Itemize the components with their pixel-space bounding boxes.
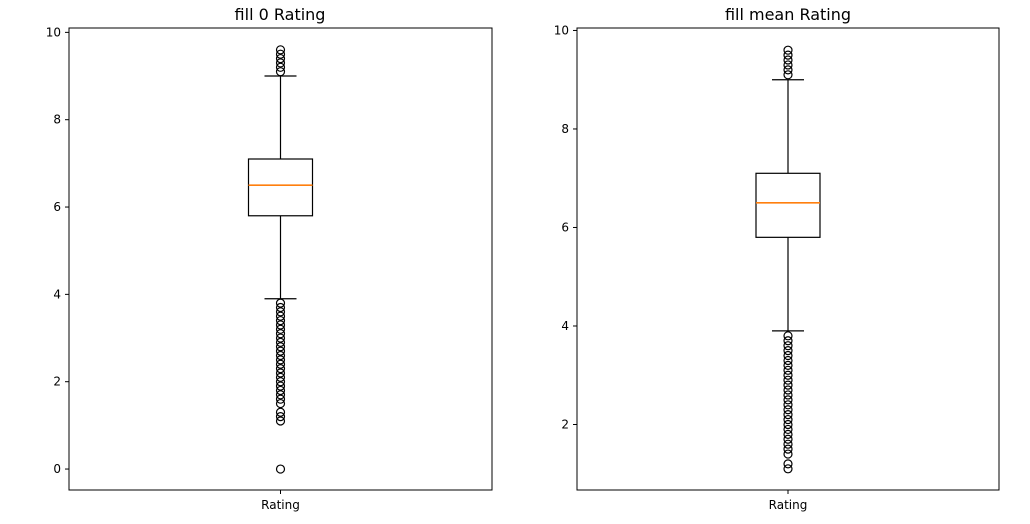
outlier-point [275,302,286,313]
y-tick-label: 10 [554,23,569,37]
outlier-point [275,298,286,308]
outlier-point [275,311,286,321]
y-tick-label: 2 [561,417,569,431]
outlier-point [275,416,286,426]
iqr-box [247,158,314,217]
y-tick-label: 8 [561,122,569,136]
outlier-point [783,459,793,469]
outlier-point [275,315,286,326]
outlier-point [275,333,286,343]
outlier-point [275,53,286,64]
outlier-point [275,377,286,387]
x-tick-label: Rating [769,498,808,512]
outlier-point [783,424,793,435]
outlier-point [783,365,793,375]
x-axis: Rating [769,490,808,512]
outlier-point [783,370,793,380]
outlier-point [783,385,793,395]
outlier-point [783,395,793,405]
outlier-point [783,350,793,361]
outlier-point [275,390,286,400]
outlier-point [783,60,793,70]
outlier-point [275,364,286,374]
y-tick-label: 4 [53,287,61,301]
y-tick-label: 4 [561,319,569,333]
outlier-point [783,419,793,430]
chart-title: fill 0 Rating [235,5,326,24]
boxplot-panel-fill-zero: fill 0 Rating 0 2 4 6 8 10 Rating [46,5,493,512]
outlier-point [783,360,793,370]
outlier-point [783,375,793,385]
outlier-point [783,410,793,420]
y-tick-label: 6 [561,220,569,234]
outlier-point [275,372,286,382]
outlier-point [783,355,793,366]
outlier-point [783,346,793,356]
outlier-point [783,390,793,400]
outlier-point [275,67,286,77]
outlier-point [783,65,793,75]
iqr-box [755,172,821,238]
y-tick-label: 6 [53,200,61,214]
outlier-point [275,398,286,409]
outlier-point [275,385,286,396]
outlier-point [783,336,793,346]
outlier-point [783,439,793,449]
x-tick-label: Rating [261,498,300,512]
outlier-point [783,331,793,341]
outlier-point [275,45,286,55]
y-tick-label: 2 [53,375,61,389]
outlier-point [783,414,793,425]
outlier-point [275,62,286,72]
outlier-point [783,70,793,80]
outlier-point [275,346,286,356]
outlier-point [275,350,286,361]
outlier-point [783,400,793,410]
outlier-point [275,359,286,369]
outlier-point [275,394,286,404]
outlier-point [783,50,793,60]
outlier-point [275,320,286,330]
y-axis: 2 4 6 8 10 [554,23,577,431]
outlier-point [783,434,793,444]
outlier-point [783,449,793,459]
outlier-point [275,368,286,378]
outlier-point [275,58,286,68]
y-axis: 0 2 4 6 8 10 [46,25,69,476]
outlier-point [275,337,286,348]
y-tick-label: 0 [53,462,61,476]
outlier-point [275,342,286,352]
box-marks [247,45,314,474]
outlier-point [275,381,286,391]
outlier-point [275,324,286,334]
outlier-point [783,380,793,390]
y-tick-label: 8 [53,113,61,127]
outlier-point [275,412,286,422]
x-axis: Rating [261,490,300,512]
outlier-point [275,49,286,59]
outlier-point [275,464,286,474]
outlier-point [783,55,793,65]
outlier-point [275,355,286,365]
y-tick-label: 10 [46,25,61,39]
outlier-point [783,444,793,454]
outlier-point [783,405,793,415]
outlier-point [275,407,286,417]
outlier-point [783,464,793,474]
boxplot-panel-fill-mean: fill mean Rating 2 4 6 8 10 Rating [554,5,1000,512]
outlier-point [783,429,793,439]
outlier-point [275,329,286,339]
box-marks [755,45,821,474]
outlier-point [783,341,793,351]
outlier-point [275,307,286,317]
outlier-point [783,45,793,55]
chart-title: fill mean Rating [725,5,851,24]
